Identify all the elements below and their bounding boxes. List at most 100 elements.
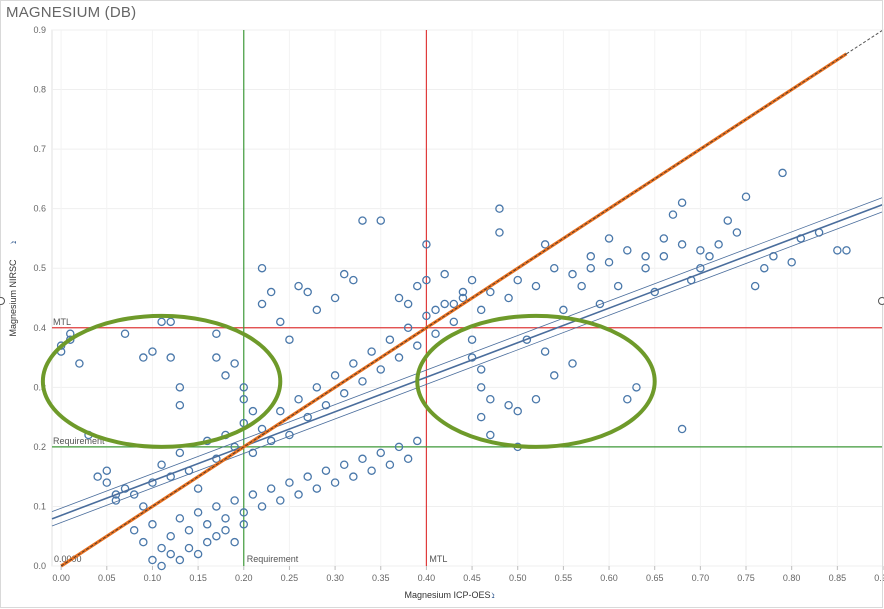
data-point [175,400,185,410]
data-point [486,287,495,297]
data-point [276,496,285,505]
data-point [339,389,349,398]
data-point [696,246,705,255]
data-point [413,436,422,446]
data-point [358,216,367,225]
data-point [166,531,175,541]
reference-label: MTL [429,554,447,564]
data-point [431,329,440,338]
data-point [221,514,230,523]
data-point [413,341,422,350]
data-point [166,549,175,559]
data-point [193,508,203,517]
data-point [248,490,258,499]
data-point [677,424,687,434]
data-point [540,240,550,249]
data-point [760,263,769,273]
data-point [632,383,641,392]
data-point [339,460,349,470]
data-point [221,371,230,380]
data-point [257,502,267,511]
reference-label: Requirement [247,554,299,564]
reference-label: Requirement [53,436,105,446]
data-point [705,252,714,261]
x-tick-label: 0.90 [874,573,884,583]
data-point [166,317,175,327]
x-tick-label: 0.60 [600,573,618,583]
data-point [385,335,395,344]
data-point [422,275,431,285]
x-tick-label: 0.30 [326,573,344,583]
y-tick-label: 0.0 [33,561,46,571]
data-point [175,448,185,458]
data-point [330,478,340,487]
data-point [403,323,413,333]
data-point [139,353,148,362]
data-point [330,293,340,303]
data-point [102,478,112,487]
data-point [741,192,751,202]
data-point [184,526,194,535]
data-point [403,299,413,309]
x-tick-label: 0.35 [372,573,390,583]
data-point [248,406,258,416]
data-point [476,365,486,374]
data-point [513,406,522,416]
data-point [358,377,367,386]
data-point [623,246,632,255]
y-tick-label: 0.7 [33,144,46,154]
data-point [677,198,687,207]
data-point [385,460,395,470]
pin-icon [10,241,16,244]
data-point [833,246,842,255]
data-point [212,353,221,362]
chart-title: MAGNESIUM (DB) [6,4,137,21]
data-point [129,526,139,535]
resize-handle-right[interactable] [878,297,884,305]
data-point [394,293,404,303]
data-point [294,490,303,499]
data-point [641,263,650,273]
data-point [257,263,267,273]
y-tick-label: 0.5 [33,263,46,273]
data-point [476,305,486,315]
reference-label: MTL [53,317,71,327]
data-point [202,537,212,547]
trend-band-line [51,196,884,513]
data-point [778,168,787,178]
data-point [321,466,331,475]
data-point [239,508,249,517]
data-point [376,365,385,374]
data-point [586,263,596,273]
data-point [613,281,623,291]
data-point [212,531,221,541]
data-point [723,216,733,225]
data-point [349,472,358,481]
data-point [659,234,669,243]
data-point [732,228,742,237]
x-tick-label: 0.05 [98,573,116,583]
data-point [111,490,121,499]
y-tick-label: 0.4 [33,323,46,333]
x-tick-label: 0.40 [418,573,436,583]
data-point [120,484,130,493]
x-tick-label: 0.00 [52,573,70,583]
data-point [148,555,157,565]
data-point [266,436,276,446]
data-point [157,543,166,553]
data-point [202,520,212,529]
data-point [312,305,322,315]
data-point [157,561,166,571]
x-tick-label: 0.75 [737,573,755,583]
data-point [568,359,577,368]
data-point [148,520,157,529]
data-point [93,472,102,481]
x-tick-label: 0.50 [509,573,527,583]
data-point [303,287,312,297]
data-point [276,317,285,327]
data-point [212,329,221,338]
data-point [248,448,258,458]
data-point [367,466,376,475]
data-point [139,502,148,511]
resize-handle-left[interactable] [0,297,5,305]
